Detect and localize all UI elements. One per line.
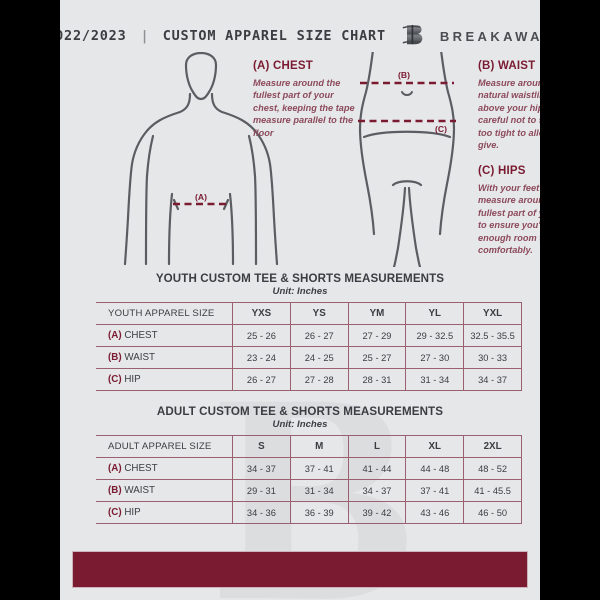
brand-name: BREAKAWAY [439,28,540,44]
youth-waist-ym: 25 - 27 [347,346,407,369]
adult-size-2xl: 2XL [463,435,522,458]
adult-size-s: S [232,435,291,458]
youth-chest-yxl: 32.5 - 35.5 [463,324,522,347]
adult-chest-l: 41 - 44 [347,457,407,480]
footer-band [72,551,528,588]
youth-measurements-section: YOUTH CUSTOM TEE & SHORTS MEASUREMENTS U… [96,272,522,391]
youth-size-yl: YL [405,302,465,325]
youth-size-table: YOUTH APPAREL SIZE YXS YS YM YL YXL (A) … [96,302,522,391]
youth-waist-ys: 24 - 25 [289,346,349,369]
adult-chest-s: 34 - 37 [232,457,291,480]
adult-waist-xl: 37 - 41 [405,479,465,502]
adult-row-label-chest: (A) CHEST [96,457,233,480]
header-separator: | [140,28,149,44]
breakaway-b-monogram-icon [400,21,426,51]
upper-body-figure [123,52,279,266]
measurement-illustration: (A) (B) (C) (A) CHEST Measure around the… [60,52,540,267]
callout-waist-body: Measure around your natural waistline – … [478,78,540,151]
callout-chest-heading: (A) CHEST [253,60,313,72]
hips-marker-label: (C) [435,124,447,134]
adult-waist-s: 29 - 31 [232,479,291,502]
adult-hip-xl: 43 - 46 [405,501,465,524]
youth-size-yxl: YXL [463,302,522,325]
table-row: (B) WAIST 23 - 24 24 - 25 25 - 27 27 - 3… [96,346,522,369]
youth-row-header: YOUTH APPAREL SIZE [96,302,233,325]
youth-size-ys: YS [289,302,349,325]
size-chart-page: B 2022/2023 | CUSTOM APPAREL SIZE CHART [60,0,540,600]
header-season: 2022/2023 [60,28,127,44]
table-header-row: YOUTH APPAREL SIZE YXS YS YM YL YXL [96,302,522,325]
youth-hip-ys: 27 - 28 [289,368,349,391]
youth-size-yxs: YXS [232,302,291,325]
callout-hips-heading: (C) HIPS [478,165,526,177]
youth-waist-yxs: 23 - 24 [232,346,291,369]
callout-waist-heading: (B) WAIST [478,60,536,72]
table-row: (B) WAIST 29 - 31 31 - 34 34 - 37 37 - 4… [96,479,522,502]
chest-marker-label: (A) [195,192,207,202]
youth-row-label-waist: (B) WAIST [96,346,233,369]
youth-chest-yxs: 25 - 26 [232,324,291,347]
adult-table-unit: Unit: Inches [272,419,328,430]
youth-hip-yl: 31 - 34 [405,368,465,391]
adult-chest-m: 37 - 41 [289,457,349,480]
adult-size-l: L [347,435,407,458]
youth-size-ym: YM [347,302,407,325]
youth-hip-yxs: 26 - 27 [232,368,291,391]
adult-size-table: ADULT APPAREL SIZE S M L XL 2XL (A) CHES… [96,435,522,524]
adult-hip-m: 36 - 39 [289,501,349,524]
adult-size-m: M [289,435,349,458]
adult-size-xl: XL [405,435,465,458]
adult-measurements-section: ADULT CUSTOM TEE & SHORTS MEASUREMENTS U… [96,405,522,524]
page-header: 2022/2023 | CUSTOM APPAREL SIZE CHART [60,18,540,54]
page-title: CUSTOM APPAREL SIZE CHART [162,28,386,44]
waist-marker-label: (B) [398,70,410,80]
adult-hip-s: 34 - 36 [232,501,291,524]
callout-hips: (C) HIPS With your feet together, measur… [478,165,540,256]
youth-row-label-chest: (A) CHEST [96,324,233,347]
table-row: (A) CHEST 34 - 37 37 - 41 41 - 44 44 - 4… [96,457,522,480]
youth-chest-ys: 26 - 27 [289,324,349,347]
adult-table-title: ADULT CUSTOM TEE & SHORTS MEASUREMENTS [156,405,444,418]
adult-row-label-waist: (B) WAIST [96,479,233,502]
callout-chest-body: Measure around the fullest part of your … [253,78,355,138]
youth-waist-yl: 27 - 30 [405,346,465,369]
adult-row-label-hip: (C) HIP [96,501,233,524]
adult-waist-l: 34 - 37 [347,479,407,502]
youth-hip-ym: 28 - 31 [347,368,407,391]
youth-chest-yl: 29 - 32.5 [405,324,465,347]
table-row: (C) HIP 26 - 27 27 - 28 28 - 31 31 - 34 … [96,368,522,391]
adult-hip-2xl: 46 - 50 [463,501,522,524]
youth-row-label-hip: (C) HIP [96,368,233,391]
adult-waist-2xl: 41 - 45.5 [463,479,522,502]
callout-hips-body: With your feet together, measure around … [478,183,540,256]
youth-chest-ym: 27 - 29 [347,324,407,347]
youth-hip-yxl: 34 - 37 [463,368,522,391]
callout-waist: (B) WAIST Measure around your natural wa… [478,60,540,151]
lower-body-figure [358,52,456,267]
adult-chest-xl: 44 - 48 [405,457,465,480]
adult-row-header: ADULT APPAREL SIZE [96,435,233,458]
adult-chest-2xl: 48 - 52 [463,457,522,480]
table-header-row: ADULT APPAREL SIZE S M L XL 2XL [96,435,522,458]
callout-chest: (A) CHEST Measure around the fullest par… [253,60,358,139]
adult-hip-l: 39 - 42 [347,501,407,524]
table-row: (A) CHEST 25 - 26 26 - 27 27 - 29 29 - 3… [96,324,522,347]
adult-waist-m: 31 - 34 [289,479,349,502]
table-row: (C) HIP 34 - 36 36 - 39 39 - 42 43 - 46 … [96,501,522,524]
youth-table-title: YOUTH CUSTOM TEE & SHORTS MEASUREMENTS [155,272,445,285]
youth-waist-yxl: 30 - 33 [463,346,522,369]
youth-table-unit: Unit: Inches [272,286,328,297]
